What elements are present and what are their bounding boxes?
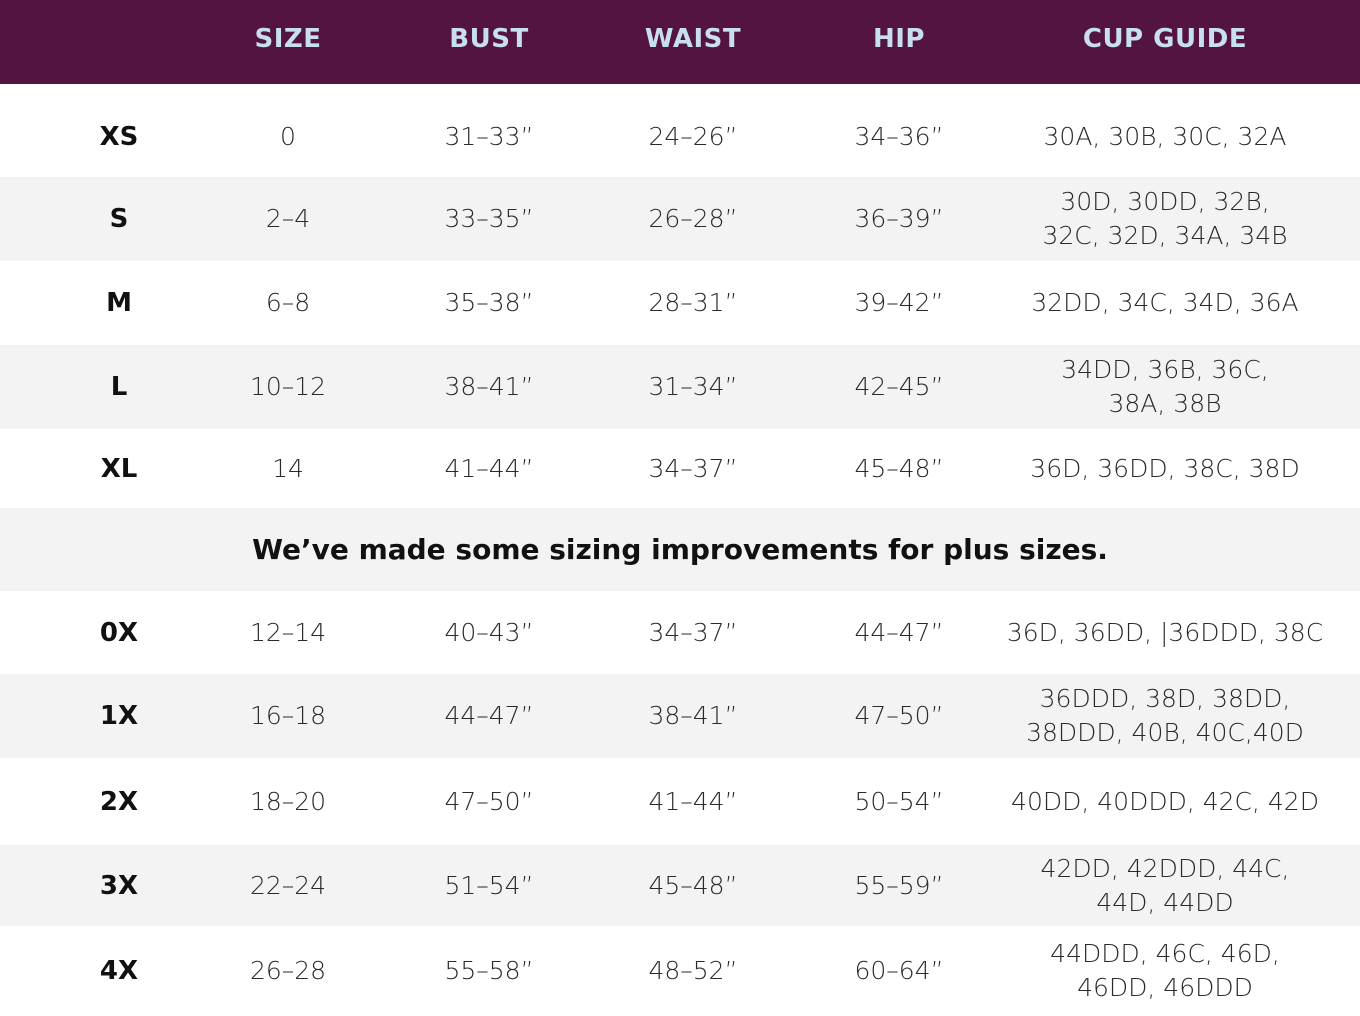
cup-guide-line: 32C, 32D, 34A, 34B: [1042, 221, 1288, 250]
cup-guide-line: 42DD, 42DDD, 44C,: [1040, 853, 1290, 883]
cell-bust: 51–54”: [444, 870, 534, 900]
cup-guide-line: 30A, 30B, 30C, 32A: [1043, 121, 1287, 151]
column-header-hip: HIP: [873, 24, 925, 54]
column-header-size: SIZE: [254, 24, 322, 54]
cell-cup-guide: 42DD, 42DDD, 44C, 44D, 44DD: [1041, 852, 1290, 920]
cell-cup-guide: 32DD, 34C, 34D, 36A: [1031, 286, 1298, 320]
cup-guide-line: 40DD, 40DDD, 42C, 42D: [1011, 786, 1319, 816]
cell-label: M: [106, 288, 132, 318]
cell-label: L: [110, 372, 128, 402]
cell-hip: 55–59”: [854, 870, 944, 900]
cell-cup-guide: 36D, 36DD, |36DDD, 38C: [1007, 616, 1323, 650]
cell-size: 14: [272, 453, 304, 483]
cell-cup-guide: 30A, 30B, 30C, 32A: [1044, 120, 1287, 154]
cup-guide-line: 38A, 38B: [1108, 389, 1222, 418]
table-row: XS 0 31–33” 24–26” 34–36” 30A, 30B, 30C, 32A: [0, 84, 1360, 177]
cup-guide-line: 36D, 36DD, 38C, 38D: [1030, 453, 1300, 483]
cell-waist: 34–37”: [648, 617, 738, 647]
cell-waist: 31–34”: [648, 372, 738, 401]
column-header-cup-guide: CUP GUIDE: [1082, 24, 1248, 54]
cup-guide-line: 38DDD, 40B, 40C,40D: [1026, 718, 1304, 747]
cell-cup-guide: 44DDD, 46C, 46D, 46DD, 46DDD: [1050, 937, 1280, 1005]
cell-hip: 50–54”: [854, 786, 944, 816]
cell-label: 2X: [99, 786, 139, 817]
table-row: L 10–12 38–41” 31–34” 42–45” 34DD, 36B, 36C, 3…: [0, 345, 1360, 429]
cell-waist: 48–52”: [648, 956, 738, 985]
cell-bust: 31–33”: [444, 121, 534, 151]
cell-size: 0: [280, 121, 296, 151]
cell-hip: 42–45”: [854, 372, 944, 401]
cell-hip: 60–64”: [854, 956, 944, 985]
cell-waist: 24–26”: [648, 121, 738, 151]
cell-bust: 40–43”: [444, 617, 534, 647]
column-header-waist: WAIST: [644, 24, 742, 54]
cell-waist: 38–41”: [648, 701, 738, 730]
cell-size: 12–14: [249, 617, 327, 647]
table-row: XL 14 41–44” 34–37” 45–48” 36D, 36DD, 38C, 38…: [0, 429, 1360, 508]
table-row: 2X 18–20 47–50” 41–44” 50–54” 40DD, 40DDD, 42…: [0, 758, 1360, 845]
cell-size: 10–12: [249, 372, 327, 401]
column-header-bust: BUST: [449, 24, 529, 54]
table-header: SIZE BUST WAIST HIP CUP GUIDE: [0, 0, 1360, 84]
cell-label: XL: [100, 453, 138, 484]
cell-label: 3X: [99, 870, 139, 901]
cell-cup-guide: 34DD, 36B, 36C, 38A, 38B: [1061, 353, 1269, 421]
cell-waist: 45–48”: [648, 870, 738, 900]
cell-cup-guide: 30D, 30DD, 32B, 32C, 32D, 34A, 34B: [1042, 185, 1287, 253]
cell-label: 4X: [99, 956, 139, 986]
cell-bust: 41–44”: [444, 453, 534, 483]
cell-cup-guide: 36D, 36DD, 38C, 38D: [1030, 452, 1299, 486]
cell-bust: 35–38”: [444, 288, 534, 317]
cell-size: 18–20: [249, 786, 327, 816]
cup-guide-line: 32DD, 34C, 34D, 36A: [1031, 288, 1299, 317]
cell-hip: 34–36”: [854, 121, 944, 151]
cell-size: 6–8: [265, 288, 311, 317]
table-row: M 6–8 35–38” 28–31” 39–42” 32DD, 34C, 34D, 36…: [0, 261, 1360, 345]
cell-bust: 44–47”: [444, 701, 534, 730]
cell-label: 1X: [99, 701, 139, 731]
cell-label: S: [109, 204, 129, 234]
cell-cup-guide: 36DDD, 38D, 38DD, 38DDD, 40B, 40C,40D: [1026, 682, 1304, 750]
table-row: 0X 12–14 40–43” 34–37” 44–47” 36D, 36DD, |36D…: [0, 591, 1360, 674]
cell-label: 0X: [99, 617, 139, 648]
cell-waist: 41–44”: [648, 786, 738, 816]
table-row: 1X 16–18 44–47” 38–41” 47–50” 36DDD, 38D, 38D…: [0, 674, 1360, 758]
cell-size: 2–4: [265, 204, 311, 233]
cell-hip: 39–42”: [854, 288, 944, 317]
cell-waist: 26–28”: [648, 204, 738, 233]
cell-hip: 45–48”: [854, 453, 944, 483]
cup-guide-line: 36DDD, 38D, 38DD,: [1039, 684, 1291, 713]
cell-hip: 44–47”: [854, 617, 944, 647]
cell-bust: 33–35”: [444, 204, 534, 233]
cup-guide-line: 44D, 44DD: [1096, 887, 1234, 917]
cell-waist: 34–37”: [648, 453, 738, 483]
cell-size: 26–28: [249, 956, 327, 985]
plus-size-note: We’ve made some sizing improvements for …: [0, 508, 1360, 591]
cell-cup-guide: 40DD, 40DDD, 42C, 42D: [1011, 785, 1319, 819]
cup-guide-line: 46DD, 46DDD: [1077, 973, 1253, 1002]
cell-bust: 55–58”: [444, 956, 534, 985]
cell-hip: 36–39”: [854, 204, 944, 233]
cup-guide-line: 36D, 36DD, |36DDD, 38C: [1006, 617, 1324, 647]
cup-guide-line: 30D, 30DD, 32B,: [1060, 187, 1270, 216]
cup-guide-line: 34DD, 36B, 36C,: [1061, 355, 1269, 384]
cell-bust: 47–50”: [444, 786, 534, 816]
cell-size: 16–18: [249, 701, 327, 730]
table-row: 3X 22–24 51–54” 45–48” 55–59” 42DD, 42DDD, 44…: [0, 845, 1360, 926]
cell-hip: 47–50”: [854, 701, 944, 730]
cell-bust: 38–41”: [444, 372, 534, 401]
table-row: S 2–4 33–35” 26–28” 36–39” 30D, 30DD, 32B, 32C…: [0, 177, 1360, 261]
cell-waist: 28–31”: [648, 288, 738, 317]
cell-label: XS: [99, 121, 139, 152]
table-row: 4X 26–28 55–58” 48–52” 60–64” 44DDD, 46C, 46D…: [0, 926, 1360, 1016]
cup-guide-line: 44DDD, 46C, 46D,: [1050, 939, 1280, 968]
cell-size: 22–24: [249, 870, 327, 900]
